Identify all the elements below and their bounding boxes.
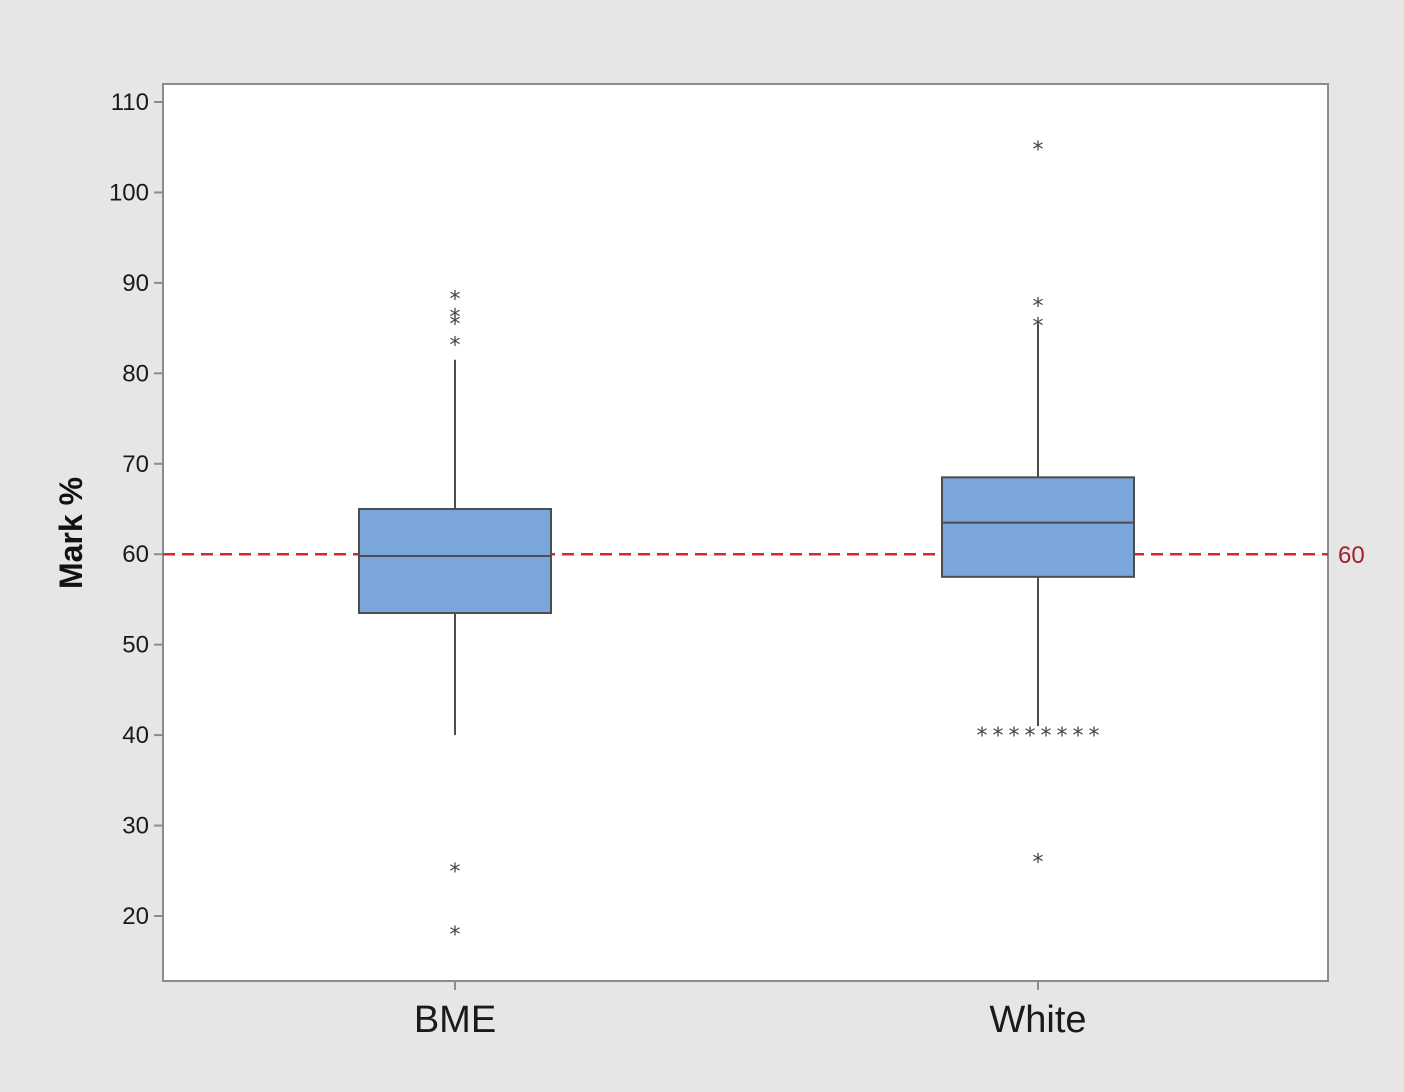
outlier-point: *	[448, 333, 461, 358]
x-axis: BME White	[414, 981, 1087, 1041]
box-iqr	[941, 476, 1135, 578]
reference-line-label: 60	[1338, 542, 1365, 569]
y-axis-title: Mark %	[53, 477, 89, 589]
x-category-label: White	[989, 999, 1086, 1041]
outlier-point: *	[1031, 295, 1044, 320]
y-tick-label: 80	[122, 360, 149, 387]
box-layer: ********** * * * * * * **	[358, 138, 1135, 948]
y-tick-label: 90	[122, 270, 149, 297]
plot-area	[162, 83, 1329, 982]
outlier-point: *	[1031, 314, 1044, 339]
outlier-point: *	[448, 287, 461, 312]
outlier-point: *	[448, 305, 461, 330]
y-tick-label: 30	[122, 813, 149, 840]
outlier-point: *	[975, 724, 988, 749]
outlier-point: *	[1087, 724, 1100, 749]
y-tick-label: 20	[122, 903, 149, 930]
box-group: **** * * * * * * **	[941, 138, 1135, 876]
y-tick-label: 110	[111, 89, 149, 116]
outlier-point: *	[1039, 724, 1052, 749]
outlier-point: *	[1007, 724, 1020, 749]
outlier-point: *	[1055, 724, 1068, 749]
box-group: ******	[358, 287, 552, 948]
outlier-point: *	[1071, 724, 1084, 749]
outlier-point: *	[1031, 851, 1044, 876]
y-tick-label: 60	[122, 541, 149, 568]
outlier-point: *	[448, 313, 461, 338]
outlier-point: *	[448, 923, 461, 948]
y-tick-label: 40	[122, 722, 149, 749]
y-axis: 20 30 40 50 60 70 80 90 100 110	[109, 89, 163, 930]
y-tick-label: 50	[122, 632, 149, 659]
y-tick-label: 70	[122, 451, 149, 478]
outlier-point: *	[1031, 138, 1044, 163]
x-category-label: BME	[414, 999, 496, 1041]
box-iqr	[358, 508, 552, 615]
outlier-point: *	[1023, 724, 1036, 749]
outlier-point: *	[991, 724, 1004, 749]
y-tick-label: 100	[109, 179, 149, 206]
outlier-point: *	[448, 860, 461, 885]
